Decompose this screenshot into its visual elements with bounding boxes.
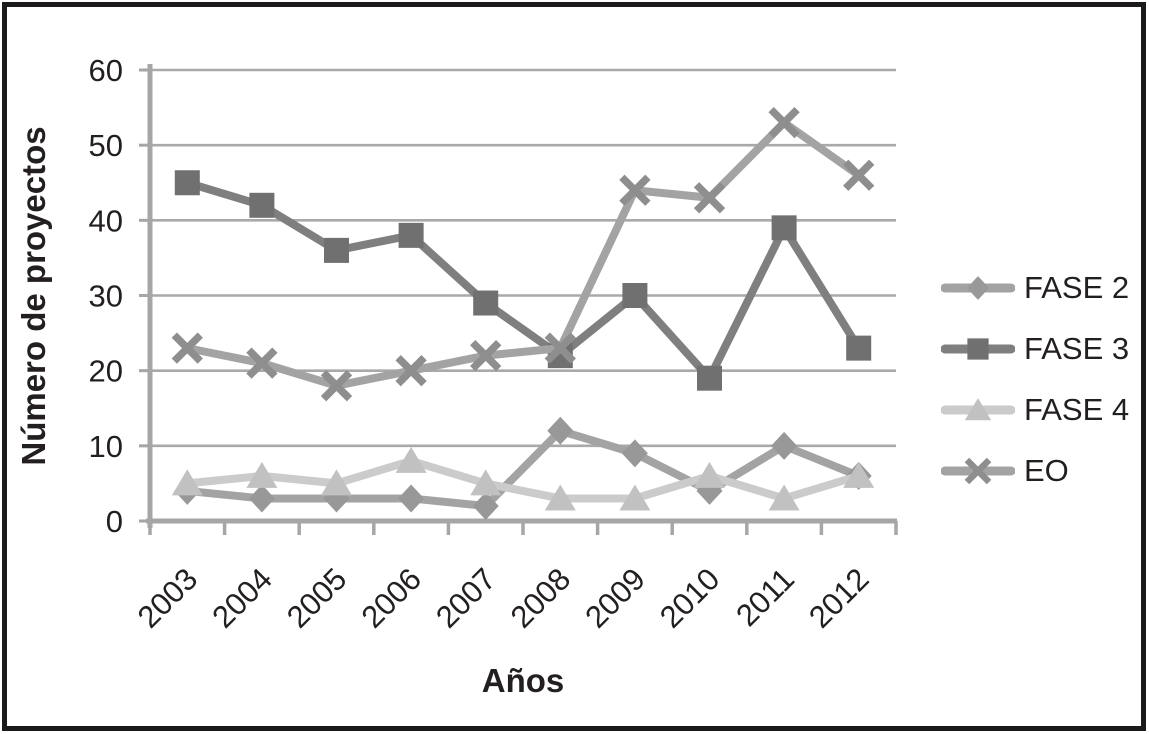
triangle-marker-icon <box>768 484 800 511</box>
diamond-marker-icon <box>771 431 798 460</box>
y-tick-label: 40 <box>89 203 123 238</box>
x-marker-icon <box>470 339 502 372</box>
x-tick-label: 2010 <box>653 561 727 635</box>
x-marker-icon <box>395 355 427 387</box>
series-line <box>183 178 863 386</box>
diamond-marker-icon <box>547 416 574 445</box>
legend-item-fase2: FASE 2 <box>941 257 1129 318</box>
square-marker-icon <box>771 215 797 241</box>
square-marker-icon <box>697 365 722 391</box>
eo-x-marker-icon <box>941 456 1015 486</box>
x-tick-label: 2003 <box>131 561 205 635</box>
y-tick-label: 20 <box>89 354 123 389</box>
diamond-marker-icon <box>248 484 275 513</box>
x-marker-icon <box>843 159 875 191</box>
x-tick-label: 2009 <box>578 561 652 635</box>
diamond-marker-icon <box>398 484 425 513</box>
x-tick-label: 2006 <box>355 561 429 635</box>
square-marker-icon <box>174 170 200 196</box>
x-tick-label: 2004 <box>205 561 279 635</box>
triangle-marker-icon <box>246 461 278 488</box>
series-fase-3 <box>174 170 872 391</box>
x-marker-icon <box>246 347 278 379</box>
fase2-diamond-marker-icon <box>941 273 1015 303</box>
series-eo <box>171 106 875 402</box>
triangle-marker-icon <box>171 469 203 496</box>
chart-legend: FASE 2 FASE 3 FASE 4 EO <box>941 257 1129 501</box>
diamond-marker-icon <box>621 439 648 468</box>
line-chart: 0 10 20 30 40 50 60 2003 2004 2005 2006 2007 2008 200… <box>15 53 898 699</box>
y-tick-labels: 0 10 20 30 40 50 60 <box>89 53 123 539</box>
series-line <box>183 117 863 390</box>
triangle-marker-icon <box>395 446 427 473</box>
triangle-marker-icon <box>694 461 725 488</box>
triangle-marker-icon <box>843 461 875 488</box>
y-axis-title: Número de proyectos <box>15 126 52 465</box>
triangle-marker-icon <box>544 484 576 511</box>
x-marker-icon <box>171 332 203 364</box>
fase4-triangle-marker-icon <box>941 395 1015 425</box>
square-marker-icon <box>249 192 275 218</box>
series-fase-2 <box>174 416 872 520</box>
legend-label-fase3: FASE 3 <box>1024 330 1130 366</box>
square-marker-icon <box>324 237 349 263</box>
x-axis-title: Años <box>482 662 565 699</box>
x-marker-icon <box>544 332 576 364</box>
x-tick-label: 2008 <box>504 561 578 635</box>
x-tick-label: 2012 <box>802 561 876 635</box>
series-line <box>183 456 863 503</box>
triangle-marker-icon <box>470 469 502 496</box>
diamond-marker-icon <box>472 491 499 520</box>
fase3-square-marker-icon <box>941 334 1015 364</box>
x-marker-icon <box>320 370 353 402</box>
legend-label-fase2: FASE 2 <box>1024 269 1130 305</box>
x-tick-labels: 2003 2004 2005 2006 2007 2008 2009 2010 2011 2012 <box>131 561 876 635</box>
triangle-marker-icon <box>619 484 651 511</box>
y-tick-label: 30 <box>89 279 123 314</box>
y-tick-label: 0 <box>106 504 123 539</box>
legend-item-fase4: FASE 4 <box>941 379 1129 440</box>
legend-item-eo: EO <box>941 440 1129 501</box>
square-marker-icon <box>398 222 424 248</box>
series-fase-4 <box>171 446 875 511</box>
square-marker-icon <box>846 335 872 361</box>
series-line <box>183 426 863 511</box>
x-marker-icon <box>693 182 726 214</box>
x-tick-label: 2007 <box>429 561 503 635</box>
y-tick-label: 10 <box>89 429 123 464</box>
x-tick-label: 2011 <box>729 561 801 633</box>
x-marker-icon <box>768 106 800 139</box>
axes <box>139 64 898 535</box>
y-tick-label: 50 <box>89 128 123 163</box>
legend-item-fase3: FASE 3 <box>941 318 1129 379</box>
triangle-marker-icon <box>321 469 352 496</box>
legend-label-fase4: FASE 4 <box>1024 391 1130 427</box>
x-tick-label: 2005 <box>280 561 354 635</box>
x-marker-icon <box>619 174 651 206</box>
y-tick-label: 60 <box>89 53 123 88</box>
legend-label-eo: EO <box>1024 452 1069 488</box>
square-marker-icon <box>473 290 499 316</box>
square-marker-icon <box>622 283 648 308</box>
